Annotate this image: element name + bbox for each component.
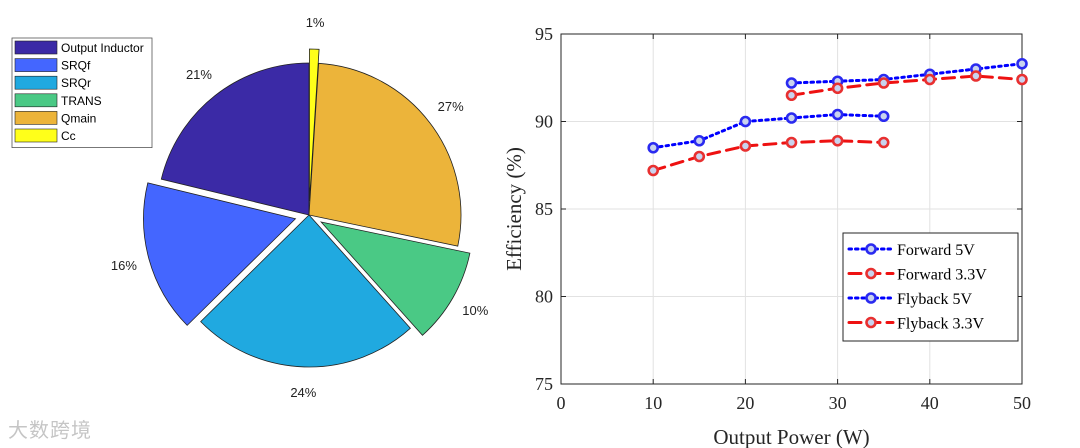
y-tick-label: 85 <box>535 199 553 219</box>
y-axis-label: Efficiency (%) <box>502 147 526 271</box>
pie-slice-qmain <box>308 62 462 247</box>
pie-legend-swatch-output-inductor <box>14 40 58 55</box>
line-legend: Forward 5V Forward 3.3V Flyback 5V Flyback … <box>842 232 1019 342</box>
legend-label-forward-5v: Forward 5V <box>897 242 975 259</box>
data-point-forward-3-3v <box>970 70 982 82</box>
data-point-forward-3-3v <box>785 89 798 102</box>
data-point-forward-3-3v <box>877 77 890 89</box>
pie-percent-labels: 21% 16% 24% 10% 27% 1% <box>111 15 489 400</box>
pie-slice-srqr <box>200 214 411 368</box>
pie-legend-label-srqf: SRQf <box>61 59 91 73</box>
pie-slices <box>143 48 471 368</box>
pie-legend-swatch-trans <box>14 93 58 108</box>
x-tick-label: 30 <box>829 393 847 413</box>
data-point-flyback-3-3v <box>877 136 890 149</box>
pie-label-output-inductor: 21% <box>186 67 212 82</box>
pie-label-trans: 10% <box>462 303 488 318</box>
series-line-forward-3-3v <box>790 74 1024 97</box>
data-point-forward-3-3v <box>923 73 936 86</box>
line-series <box>647 57 1028 177</box>
pie-label-qmain: 27% <box>438 99 464 114</box>
watermark-text: 大数跨境 <box>8 418 92 442</box>
data-point-flyback-3-3v <box>693 150 706 163</box>
pie-slice-output-inductor <box>160 62 310 216</box>
data-point-forward-5v <box>1016 57 1028 70</box>
data-point-forward-3-3v <box>831 82 844 95</box>
pie-legend-label-cc: Cc <box>61 129 76 143</box>
pie-label-cc: 1% <box>306 15 325 30</box>
data-point-flyback-5v <box>877 110 890 123</box>
series-line-flyback-5v <box>651 112 886 150</box>
legend-marker-flyback-5v <box>865 292 877 304</box>
data-point-flyback-5v <box>647 141 660 154</box>
pie-slice-cc <box>309 48 320 202</box>
x-tick-label: 10 <box>644 393 662 413</box>
pie-legend-swatch-qmain <box>14 111 58 125</box>
y-tick-label: 95 <box>535 24 553 44</box>
data-point-flyback-5v <box>739 115 752 128</box>
series-line-flyback-3-3v <box>651 139 886 172</box>
data-point-flyback-5v <box>831 108 844 121</box>
legend-marker-flyback-3-3v <box>865 316 877 329</box>
x-tick-label: 40 <box>921 393 939 413</box>
pie-slice-srqf <box>143 182 297 326</box>
legend-marker-forward-5v <box>865 243 877 255</box>
data-point-flyback-5v <box>693 134 706 147</box>
data-point-flyback-3-3v <box>647 164 660 177</box>
x-tick-label: 50 <box>1013 393 1031 413</box>
y-tick-label: 90 <box>535 112 553 132</box>
data-point-flyback-3-3v <box>785 136 798 149</box>
legend-label-flyback-5v: Flyback 5V <box>897 291 973 308</box>
pie-legend: Output Inductor SRQf SRQr TRANS Qmain Cc <box>11 37 153 148</box>
data-point-flyback-5v <box>785 112 798 124</box>
data-point-flyback-3-3v <box>831 134 844 147</box>
legend-label-forward-3-3v: Forward 3.3V <box>897 267 987 284</box>
y-tick-label: 80 <box>535 287 553 307</box>
pie-legend-label-trans: TRANS <box>61 94 102 108</box>
pie-legend-label-qmain: Qmain <box>61 111 96 125</box>
pie-legend-label-srqr: SRQr <box>61 76 91 90</box>
legend-label-flyback-3-3v: Flyback 3.3V <box>897 316 985 333</box>
pie-legend-swatch-srqf <box>14 58 58 72</box>
data-point-forward-3-3v <box>1016 73 1028 86</box>
pie-legend-label-output-inductor: Output Inductor <box>61 41 144 55</box>
data-point-forward-5v <box>785 77 798 89</box>
x-axis-label: Output Power (W) <box>713 425 869 448</box>
series-line-forward-5v <box>790 62 1024 85</box>
pie-label-srqr: 24% <box>290 385 316 400</box>
data-point-flyback-3-3v <box>739 140 752 152</box>
pie-label-srqf: 16% <box>111 258 137 273</box>
line-axes: 0 10 20 30 40 50 75 80 85 90 95 <box>535 24 1031 413</box>
pie-legend-swatch-cc <box>14 128 58 143</box>
pie-slice-trans <box>320 221 471 336</box>
pie-chart: 21% 16% 24% 10% 27% 1% Output Inductor SRQf SRQ… <box>11 15 489 400</box>
x-tick-label: 20 <box>736 393 754 413</box>
y-tick-label: 75 <box>535 374 553 394</box>
legend-marker-forward-3-3v <box>865 267 877 280</box>
pie-legend-swatch-srqr <box>14 75 58 90</box>
x-tick-label: 0 <box>557 393 566 413</box>
